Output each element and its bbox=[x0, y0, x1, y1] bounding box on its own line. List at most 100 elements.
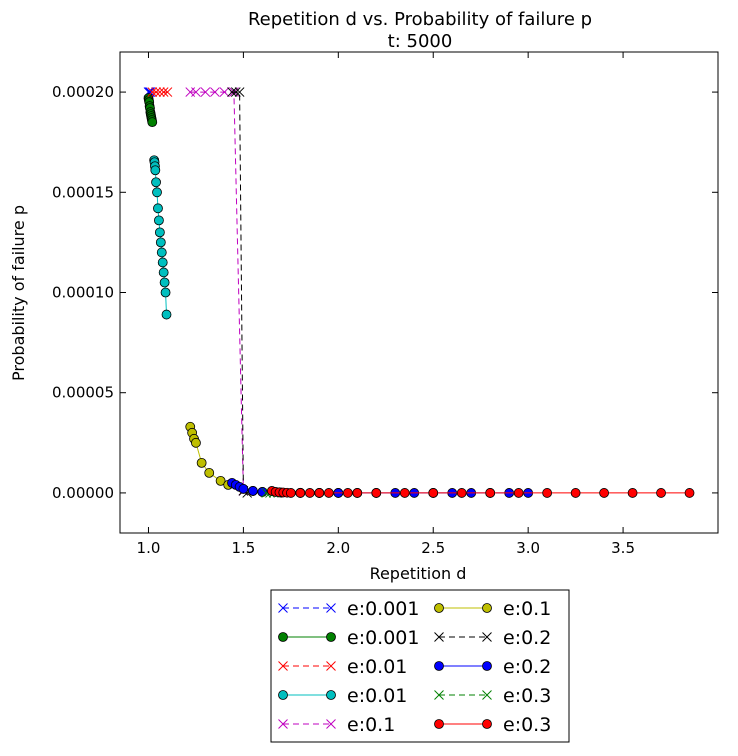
data-point bbox=[326, 690, 336, 700]
data-point bbox=[278, 661, 288, 671]
legend-item: e:0.2 bbox=[434, 656, 551, 678]
legend-item: e:0.01 bbox=[278, 685, 407, 707]
data-point bbox=[154, 227, 165, 238]
data-point bbox=[158, 87, 169, 97]
data-point bbox=[326, 719, 336, 729]
marker-stroke bbox=[482, 632, 492, 642]
data-point bbox=[434, 690, 444, 700]
data-point bbox=[482, 603, 492, 613]
data-point bbox=[162, 87, 173, 97]
data-point bbox=[323, 488, 334, 498]
data-point bbox=[150, 165, 161, 176]
y-tick-label: 0.00000 bbox=[52, 484, 114, 502]
legend-item: e:0.3 bbox=[434, 714, 551, 736]
marker-stroke bbox=[278, 661, 288, 671]
data-point bbox=[234, 87, 245, 97]
marker-stroke bbox=[434, 690, 444, 700]
data-point bbox=[352, 488, 363, 498]
data-point bbox=[278, 603, 288, 613]
data-point bbox=[314, 488, 325, 498]
marker-stroke bbox=[230, 87, 241, 97]
data-point bbox=[147, 87, 158, 97]
data-point bbox=[570, 488, 581, 498]
x-tick-label: 3.5 bbox=[611, 539, 635, 557]
y-tick-label: 0.00005 bbox=[52, 384, 114, 402]
data-point bbox=[399, 488, 410, 498]
marker-stroke bbox=[162, 87, 173, 97]
legend-label: e:0.01 bbox=[347, 656, 407, 678]
data-point bbox=[295, 488, 306, 498]
data-point bbox=[159, 277, 170, 288]
legend-item: e:0.3 bbox=[434, 685, 551, 707]
data-point bbox=[456, 488, 467, 498]
y-axis-label: Probability of failure p bbox=[9, 205, 28, 381]
marker-stroke bbox=[482, 690, 492, 700]
data-point bbox=[371, 488, 382, 498]
legend-label: e:0.1 bbox=[347, 714, 395, 736]
data-point bbox=[215, 475, 226, 486]
data-point bbox=[154, 215, 164, 226]
data-point bbox=[210, 87, 220, 97]
data-point bbox=[656, 488, 666, 498]
data-point bbox=[219, 87, 230, 97]
data-point bbox=[428, 488, 439, 498]
series-group bbox=[143, 87, 695, 498]
data-point bbox=[147, 117, 158, 128]
legend-item: e:0.001 bbox=[278, 627, 419, 649]
data-point bbox=[482, 690, 492, 700]
data-point bbox=[482, 661, 492, 671]
chart-subtitle: t: 5000 bbox=[388, 31, 453, 52]
legend-item: e:0.01 bbox=[278, 656, 407, 678]
marker-stroke bbox=[278, 603, 288, 613]
y-tick-label: 0.00020 bbox=[52, 83, 114, 101]
marker-stroke bbox=[200, 87, 211, 97]
legend-label: e:0.3 bbox=[503, 685, 551, 707]
data-point bbox=[485, 488, 496, 498]
legend-label: e:0.001 bbox=[347, 627, 419, 649]
marker-stroke bbox=[158, 87, 169, 97]
data-point bbox=[627, 488, 638, 498]
data-point bbox=[156, 247, 167, 258]
data-point bbox=[191, 87, 201, 97]
data-point bbox=[434, 603, 444, 613]
data-point bbox=[238, 484, 249, 494]
legend-label: e:0.3 bbox=[503, 714, 551, 736]
x-tick-label: 2.0 bbox=[326, 539, 350, 557]
data-point bbox=[342, 488, 353, 498]
data-point bbox=[434, 661, 444, 671]
plot-background bbox=[120, 52, 718, 533]
plot-area: 1.0 1.5 2.0 2.5 3.0 3.5 0.00000 0.00005 0.00010 0… bbox=[52, 51, 719, 557]
legend-label: e:0.001 bbox=[347, 598, 419, 620]
data-point bbox=[160, 287, 171, 298]
data-point bbox=[204, 467, 215, 478]
x-tick-label: 1.5 bbox=[231, 539, 255, 557]
marker-stroke bbox=[434, 632, 444, 642]
data-point bbox=[434, 632, 444, 642]
data-point bbox=[153, 203, 163, 214]
data-point bbox=[230, 87, 241, 97]
data-point bbox=[304, 488, 315, 498]
data-point bbox=[158, 267, 169, 278]
legend-label: e:0.2 bbox=[503, 627, 551, 649]
marker-stroke bbox=[191, 87, 201, 97]
marker-stroke bbox=[219, 87, 230, 97]
marker-stroke bbox=[278, 719, 288, 729]
marker-stroke bbox=[210, 87, 220, 97]
series-1 bbox=[143, 93, 158, 128]
legend-item: e:0.001 bbox=[278, 598, 419, 620]
data-point bbox=[513, 488, 524, 498]
data-point bbox=[599, 488, 609, 498]
y-tick-label: 0.00015 bbox=[52, 183, 114, 201]
data-point bbox=[151, 177, 161, 188]
data-point bbox=[285, 488, 296, 498]
series-2 bbox=[147, 87, 173, 97]
data-point bbox=[278, 719, 288, 729]
data-point bbox=[482, 719, 492, 729]
x-axis-label: Repetition d bbox=[370, 564, 467, 583]
data-point bbox=[434, 719, 444, 729]
chart-title: Repetition d vs. Probability of failure … bbox=[248, 9, 592, 30]
data-point bbox=[155, 237, 166, 248]
data-point bbox=[155, 87, 165, 97]
x-tick-label: 1.0 bbox=[137, 539, 161, 557]
